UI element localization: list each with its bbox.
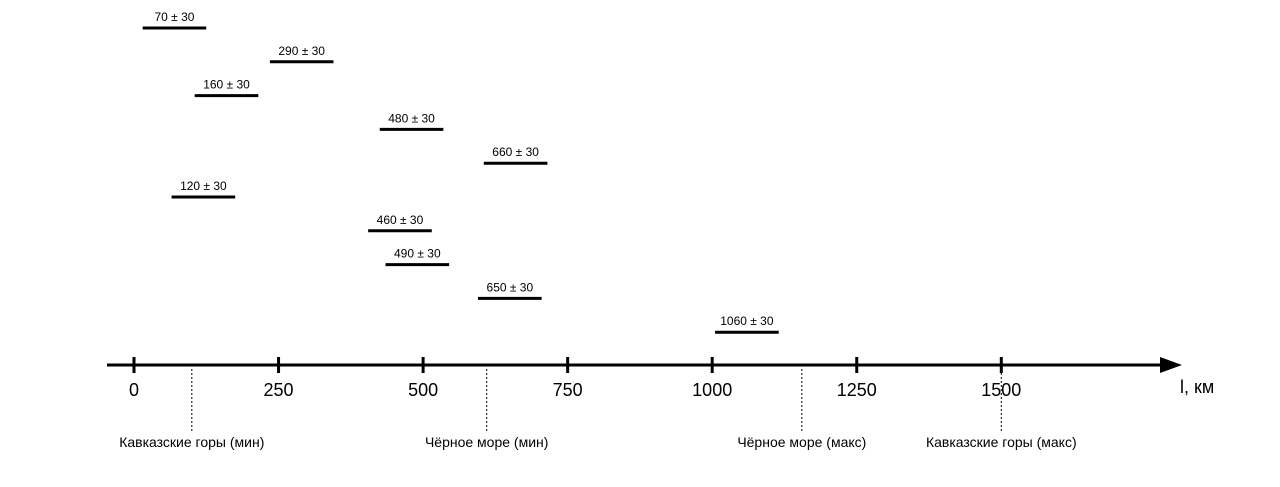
- estimate-70: 70 ± 30: [142, 10, 207, 30]
- x-axis-arrowhead: [1160, 357, 1182, 373]
- reference-line-1: Чёрное море (мин): [425, 369, 548, 450]
- reference-label: Чёрное море (мин): [425, 434, 548, 450]
- x-tick-label: 250: [264, 380, 294, 400]
- estimate-120: 120 ± 30: [171, 179, 236, 199]
- x-tick-label: 1500: [981, 380, 1021, 400]
- x-tick-label: 750: [553, 380, 583, 400]
- x-axis: l, км: [107, 357, 1214, 397]
- estimate-label: 480 ± 30: [388, 111, 435, 125]
- estimate-650: 650 ± 30: [478, 280, 542, 300]
- estimate-label: 70 ± 30: [154, 10, 194, 24]
- estimate-490: 490 ± 30: [385, 247, 450, 267]
- reference-label: Чёрное море (макс): [737, 434, 866, 450]
- x-tick-label: 1000: [692, 380, 732, 400]
- estimate-460: 460 ± 30: [368, 213, 432, 233]
- x-axis-title: l, км: [1180, 377, 1214, 397]
- estimate-label: 1060 ± 30: [720, 314, 774, 328]
- reference-line-0: Кавказские горы (мин): [119, 369, 264, 450]
- estimate-660: 660 ± 30: [483, 145, 548, 165]
- estimate-label: 650 ± 30: [487, 280, 534, 294]
- estimate-290: 290 ± 30: [269, 44, 334, 64]
- x-tick-label: 500: [408, 380, 438, 400]
- estimate-label: 120 ± 30: [180, 179, 227, 193]
- x-ticks-layer: 0 250 500 750 1000 1250 1500: [129, 357, 1021, 400]
- estimate-label: 660 ± 30: [492, 145, 539, 159]
- estimate-160: 160 ± 30: [194, 78, 259, 98]
- x-tick-label: 0: [129, 380, 139, 400]
- reference-lines-layer: Кавказские горы (мин) Чёрное море (мин) Чё…: [119, 369, 1077, 450]
- reference-label: Кавказские горы (макс): [926, 434, 1077, 450]
- estimate-label: 160 ± 30: [203, 78, 250, 92]
- estimate-label: 290 ± 30: [278, 44, 325, 58]
- reference-line-2: Чёрное море (макс): [737, 369, 866, 450]
- estimates-layer: 70 ± 30 290 ± 30 160 ± 30 480 ± 30 660 ± 30 1…: [142, 10, 779, 334]
- x-tick-label: 1250: [837, 380, 877, 400]
- reference-line-3: Кавказские горы (макс): [926, 369, 1077, 450]
- reference-label: Кавказские горы (мин): [119, 434, 264, 450]
- estimate-label: 460 ± 30: [377, 213, 424, 227]
- estimate-1060: 1060 ± 30: [715, 314, 779, 334]
- estimate-480: 480 ± 30: [379, 111, 444, 131]
- estimate-label: 490 ± 30: [394, 247, 441, 261]
